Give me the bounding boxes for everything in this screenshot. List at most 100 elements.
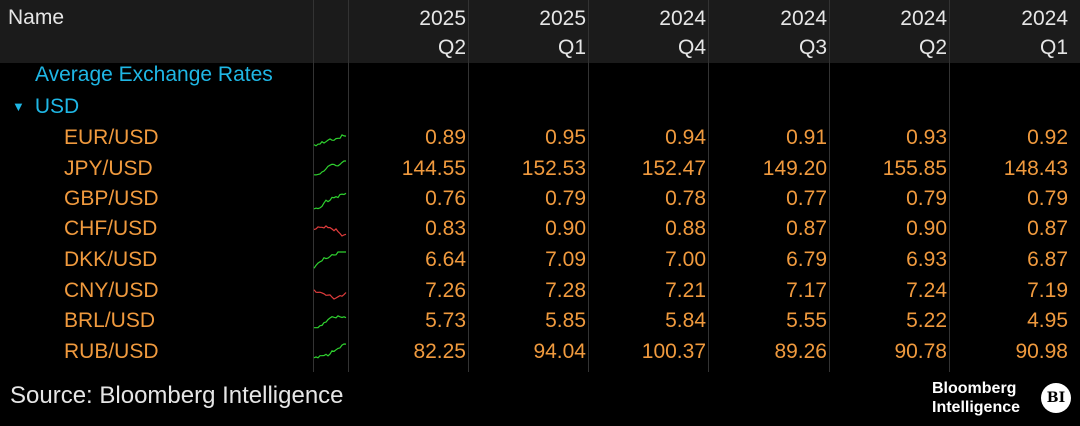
rate-cell[interactable]: 7.24 <box>906 279 947 302</box>
rate-cell[interactable]: 7.28 <box>545 279 586 302</box>
period-column-header[interactable]: 2024 Q4 <box>596 4 706 62</box>
currency-pair-label[interactable]: BRL/USD <box>64 309 156 332</box>
rate-cell[interactable]: 82.25 <box>413 340 466 363</box>
rate-cell[interactable]: 6.87 <box>1027 248 1068 271</box>
rate-cell[interactable]: 7.00 <box>665 248 706 271</box>
rate-cell[interactable]: 7.19 <box>1027 279 1068 302</box>
column-divider <box>313 0 314 372</box>
column-divider <box>949 0 950 372</box>
rate-cell[interactable]: 5.85 <box>545 309 586 332</box>
rate-cell[interactable]: 0.78 <box>665 187 706 210</box>
rate-cell[interactable]: 7.09 <box>545 248 586 271</box>
rate-cell[interactable]: 0.93 <box>906 126 947 149</box>
period-column-header[interactable]: 2025 Q2 <box>356 4 466 62</box>
rate-cell[interactable]: 94.04 <box>533 340 586 363</box>
header-quarter: Q4 <box>677 36 706 59</box>
currency-pair-label[interactable]: GBP/USD <box>64 187 159 210</box>
rate-cell[interactable]: 148.43 <box>1003 157 1068 180</box>
rate-cell[interactable]: 6.93 <box>906 248 947 271</box>
rate-cell[interactable]: 0.87 <box>786 217 827 240</box>
period-column-header[interactable]: 2024 Q3 <box>717 4 827 62</box>
group-usd[interactable]: ▼ USD <box>12 95 79 119</box>
rate-cell[interactable]: 6.79 <box>786 248 827 271</box>
currency-pair-label[interactable]: JPY/USD <box>64 157 153 180</box>
currency-pair-label[interactable]: RUB/USD <box>64 340 159 363</box>
header-quarter: Q2 <box>918 36 947 59</box>
currency-pair-label[interactable]: CNY/USD <box>64 279 159 302</box>
rate-cell[interactable]: 7.17 <box>786 279 827 302</box>
rate-cell[interactable]: 0.77 <box>786 187 827 210</box>
header-year: 2024 <box>1021 7 1068 30</box>
rate-cell[interactable]: 0.79 <box>906 187 947 210</box>
sparkline-icon[interactable] <box>313 127 347 153</box>
rate-cell[interactable]: 0.94 <box>665 126 706 149</box>
rate-cell[interactable]: 5.22 <box>906 309 947 332</box>
name-column-header[interactable]: Name <box>8 6 65 29</box>
collapse-triangle-icon[interactable]: ▼ <box>12 99 25 114</box>
rate-cell[interactable]: 7.21 <box>665 279 706 302</box>
sparkline-trace <box>314 315 347 329</box>
rate-cell[interactable]: 5.84 <box>665 309 706 332</box>
period-column-header[interactable]: 2024 Q2 <box>837 4 947 62</box>
column-divider <box>829 0 830 372</box>
rate-cell[interactable]: 6.64 <box>425 248 466 271</box>
sparkline-icon[interactable] <box>313 158 347 184</box>
column-divider <box>348 0 349 372</box>
sparkline-trace <box>313 160 346 176</box>
rate-cell[interactable]: 0.90 <box>906 217 947 240</box>
column-divider <box>708 0 709 372</box>
currency-pair-label[interactable]: CHF/USD <box>64 217 158 240</box>
sparkline-trace <box>313 225 347 237</box>
rate-cell[interactable]: 0.89 <box>425 126 466 149</box>
rate-cell[interactable]: 90.98 <box>1015 340 1068 363</box>
header-year: 2024 <box>780 7 827 30</box>
sparkline-icon[interactable] <box>313 188 347 214</box>
bi-badge-icon: BI <box>1041 383 1071 413</box>
rate-cell[interactable]: 144.55 <box>401 157 466 180</box>
sparkline-icon[interactable] <box>313 280 347 306</box>
sparkline-trace <box>313 134 347 147</box>
group-label: USD <box>34 95 80 118</box>
currency-pair-label[interactable]: DKK/USD <box>64 248 158 271</box>
header-quarter: Q2 <box>437 36 466 59</box>
rate-cell[interactable]: 149.20 <box>762 157 827 180</box>
header-year: 2025 <box>539 7 586 30</box>
rate-cell[interactable]: 0.83 <box>425 217 466 240</box>
rate-cell[interactable]: 4.95 <box>1027 309 1068 332</box>
rate-cell[interactable]: 7.26 <box>425 279 466 302</box>
period-column-header[interactable]: 2024 Q1 <box>958 4 1068 62</box>
header-quarter: Q3 <box>798 36 827 59</box>
rate-cell[interactable]: 155.85 <box>882 157 947 180</box>
rate-cell[interactable]: 0.87 <box>1027 217 1068 240</box>
period-column-header[interactable]: 2025 Q1 <box>476 4 586 62</box>
rate-cell[interactable]: 0.79 <box>1027 187 1068 210</box>
sparkline-trace <box>313 343 347 359</box>
rate-cell[interactable]: 152.47 <box>641 157 706 180</box>
rate-cell[interactable]: 0.91 <box>786 126 827 149</box>
header-year: 2025 <box>419 7 466 30</box>
rate-cell[interactable]: 0.95 <box>545 126 586 149</box>
rate-cell[interactable]: 0.76 <box>425 187 466 210</box>
rate-cell[interactable]: 100.37 <box>641 340 706 363</box>
rate-cell[interactable]: 5.55 <box>786 309 827 332</box>
rate-cell[interactable]: 152.53 <box>521 157 586 180</box>
source-note: Source: Bloomberg Intelligence <box>10 382 344 409</box>
sparkline-icon[interactable] <box>313 218 347 244</box>
sparkline-icon[interactable] <box>313 310 347 336</box>
sparkline-trace <box>313 289 347 300</box>
bloomberg-intelligence-logo: Bloomberg Intelligence <box>932 379 1020 417</box>
header-quarter: Q1 <box>557 36 586 59</box>
rate-cell[interactable]: 0.90 <box>545 217 586 240</box>
rate-cell[interactable]: 0.79 <box>545 187 586 210</box>
rate-cell[interactable]: 5.73 <box>425 309 466 332</box>
sparkline-icon[interactable] <box>313 341 347 367</box>
sparkline-icon[interactable] <box>313 249 347 275</box>
section-title: Average Exchange Rates <box>35 63 273 86</box>
sparkline-trace <box>313 251 346 269</box>
rate-cell[interactable]: 89.26 <box>774 340 827 363</box>
rate-cell[interactable]: 0.88 <box>665 217 706 240</box>
rate-cell[interactable]: 0.92 <box>1027 126 1068 149</box>
rate-cell[interactable]: 90.78 <box>894 340 947 363</box>
exchange-rate-table: Name 2025 Q2 2025 Q1 2024 Q4 2024 Q3 2024 Q2 2024 Q… <box>0 0 1080 372</box>
currency-pair-label[interactable]: EUR/USD <box>64 126 159 149</box>
